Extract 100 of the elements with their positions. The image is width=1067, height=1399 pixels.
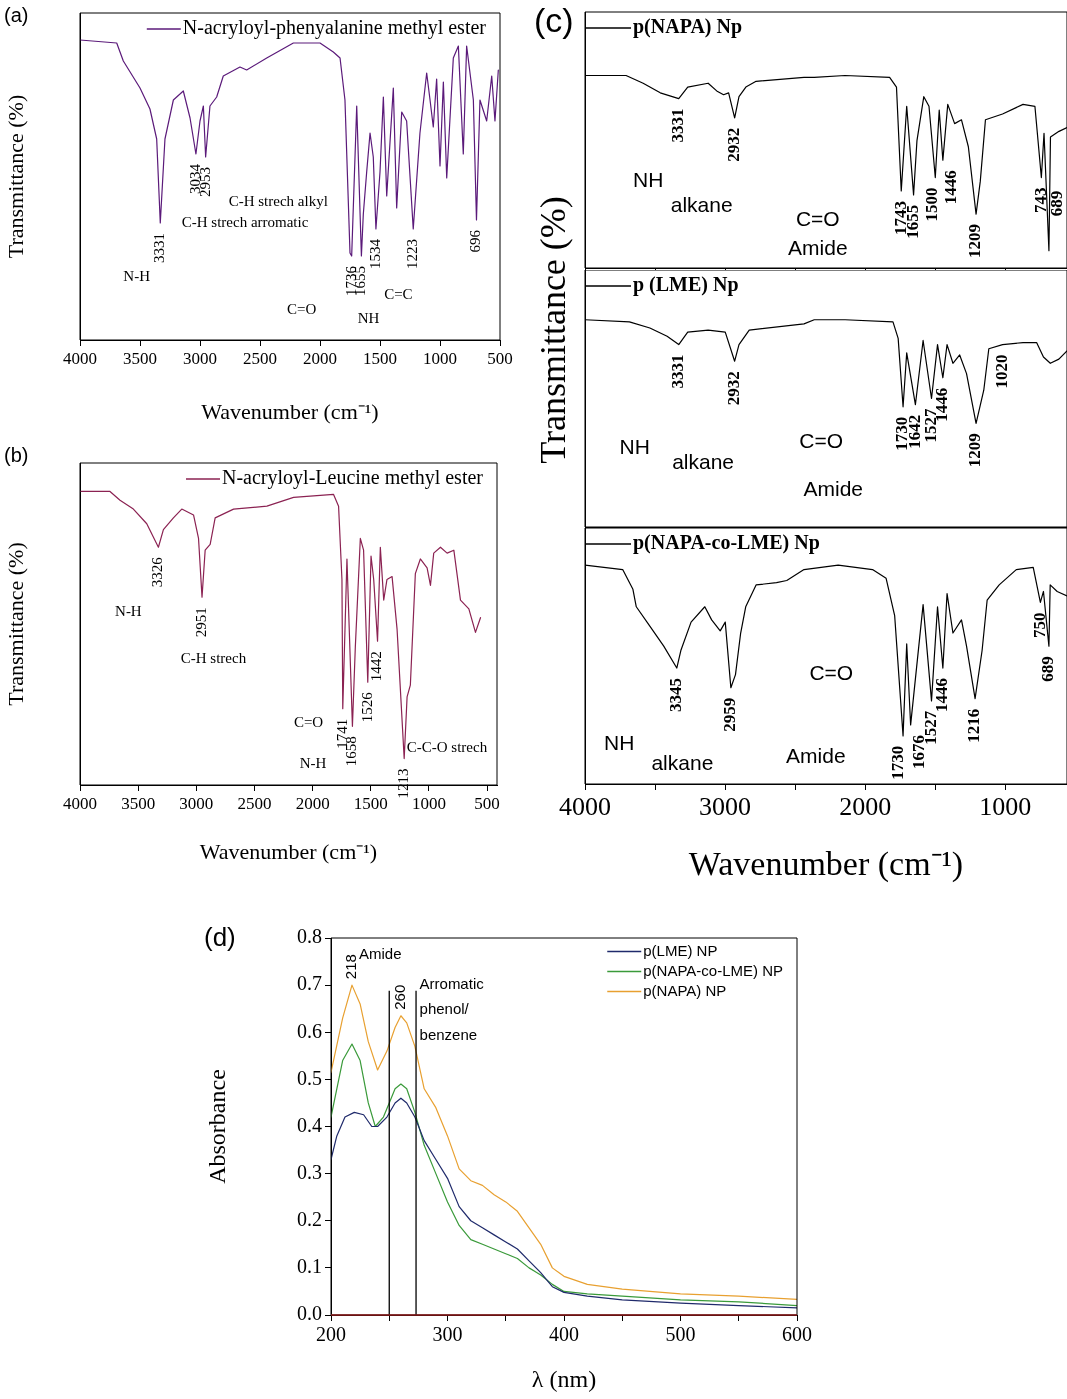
y-axis-title: Absorbance [203, 1069, 230, 1184]
x-tick-label: 500 [474, 793, 500, 813]
annotation: NH [357, 310, 380, 327]
x-tick-label: 3000 [179, 793, 214, 813]
annotation: 3326 [149, 556, 166, 588]
x-axis-title: λ (nm) [531, 1365, 597, 1392]
x-tick-label: 4000 [63, 348, 97, 368]
legend-label: p(NAPA-co-LME) NP [643, 961, 783, 979]
y-tick-label: 0.7 [297, 972, 322, 995]
annotation: 1020 [991, 354, 1011, 389]
annotation: 689 [1047, 190, 1067, 217]
annotation: 1526 [358, 691, 375, 723]
legend-label: p (LME) Np [633, 273, 739, 297]
x-tick-label: 3500 [121, 793, 156, 813]
x-tick-label: 2500 [243, 348, 277, 368]
annotation: C=O [795, 206, 840, 230]
annotation: 260 [391, 984, 409, 1010]
annotation: C=O [809, 661, 854, 685]
annotation: 2932 [724, 127, 744, 162]
x-tick-label: 600 [782, 1323, 812, 1346]
x-tick-label: 2500 [237, 793, 272, 813]
annotation: 1534 [366, 238, 383, 269]
annotation: 743 [1030, 187, 1050, 214]
annotation: 2951 [192, 607, 209, 638]
annotation: C=C [384, 285, 413, 302]
legend-label: p(NAPA) NP [643, 981, 727, 999]
annotation: N-H [123, 267, 151, 284]
annotation: 1442 [368, 651, 385, 682]
annotation: Amide [803, 476, 863, 500]
annotation: C=O [799, 428, 844, 452]
x-tick-label: 500 [487, 348, 513, 368]
x-tick-label: 1500 [353, 793, 388, 813]
x-tick-label: 300 [432, 1323, 463, 1346]
annotation: 3345 [666, 678, 686, 713]
annotation: C=O [293, 714, 324, 731]
x-tick-label: 3500 [123, 348, 157, 368]
annotation: NH [619, 435, 650, 459]
x-tick-label: 2000 [295, 793, 330, 813]
legend-label: p(LME) NP [643, 941, 718, 959]
annotation: Amide [786, 744, 846, 768]
chart-title: (d) [204, 922, 236, 953]
annotation: C-H strech alkyl [228, 192, 328, 209]
chart-title: (b) [4, 443, 29, 466]
y-axis-title: Transmittance (%) [532, 196, 574, 464]
annotation: 1223 [404, 239, 421, 269]
annotation: 2959 [720, 697, 740, 732]
annotation: NH [632, 168, 664, 192]
y-tick-label: 0.2 [297, 1208, 322, 1230]
x-tick-label: 1500 [363, 348, 397, 368]
x-tick-label: 200 [316, 1323, 346, 1346]
x-axis-title: Wavenumber (cm⁻¹) [199, 838, 378, 864]
annotation: alkane [672, 449, 735, 473]
legend-label: p(NAPA) Np [633, 15, 743, 39]
annotation: C-H strech arromatic [181, 213, 309, 230]
annotation: Arromatic [419, 975, 485, 993]
annotation: N-H [115, 602, 142, 619]
y-tick-label: 0.3 [297, 1160, 322, 1183]
annotation: 1500 [921, 187, 941, 222]
annotation: 1446 [941, 170, 961, 205]
annotation: 2932 [724, 371, 744, 406]
annotation: 696 [467, 229, 484, 253]
y-tick-label: 0.8 [297, 925, 322, 948]
y-axis-title: Transmittance (%) [2, 94, 28, 259]
x-tick-label: 3000 [183, 348, 217, 368]
annotation: Amide [788, 235, 848, 259]
legend-label: p(NAPA-co-LME) Np [633, 531, 820, 555]
annotation: benzene [419, 1026, 478, 1044]
annotation: 3331 [151, 233, 168, 263]
annotation: 218 [342, 954, 360, 980]
x-tick-label: 1000 [411, 793, 446, 813]
annotation: alkane [651, 751, 714, 775]
annotation: 1216 [964, 708, 984, 743]
annotation: C=O [287, 300, 317, 317]
annotation: C-H strech [180, 649, 247, 666]
annotation: 1209 [965, 433, 985, 468]
x-tick-label: 2000 [303, 348, 337, 368]
y-axis-title: Transmittance (%) [2, 542, 28, 706]
annotation: N-H [299, 755, 327, 772]
x-tick-label: 400 [549, 1323, 579, 1346]
y-tick-label: 0.1 [297, 1255, 322, 1278]
chart-title: (c) [534, 1, 574, 40]
legend-label: N-acryloyl-phenyalanine methyl ester [182, 16, 487, 40]
x-tick-label: 2000 [839, 792, 892, 822]
x-tick-label: 1000 [423, 348, 457, 368]
y-tick-label: 0.4 [297, 1113, 322, 1136]
annotation: Amide [358, 944, 402, 962]
x-tick-label: 3000 [699, 792, 752, 822]
x-tick-label: 500 [665, 1323, 696, 1346]
annotation: 1446 [932, 678, 952, 713]
annotation: phenol/ [419, 999, 470, 1017]
y-tick-label: 0.5 [297, 1066, 322, 1089]
legend-label: N-acryloyl-Leucine methyl ester [222, 466, 484, 490]
annotation: 750 [1029, 612, 1049, 638]
y-tick-label: 0.0 [297, 1302, 322, 1325]
x-axis-title: Wavenumber (cm⁻¹) [201, 398, 379, 424]
annotation: 689 [1038, 656, 1058, 682]
annotation: 1730 [888, 745, 908, 780]
chart-title: (a) [4, 3, 29, 26]
x-tick-label: 4000 [559, 792, 611, 822]
annotation: 3331 [668, 354, 688, 389]
